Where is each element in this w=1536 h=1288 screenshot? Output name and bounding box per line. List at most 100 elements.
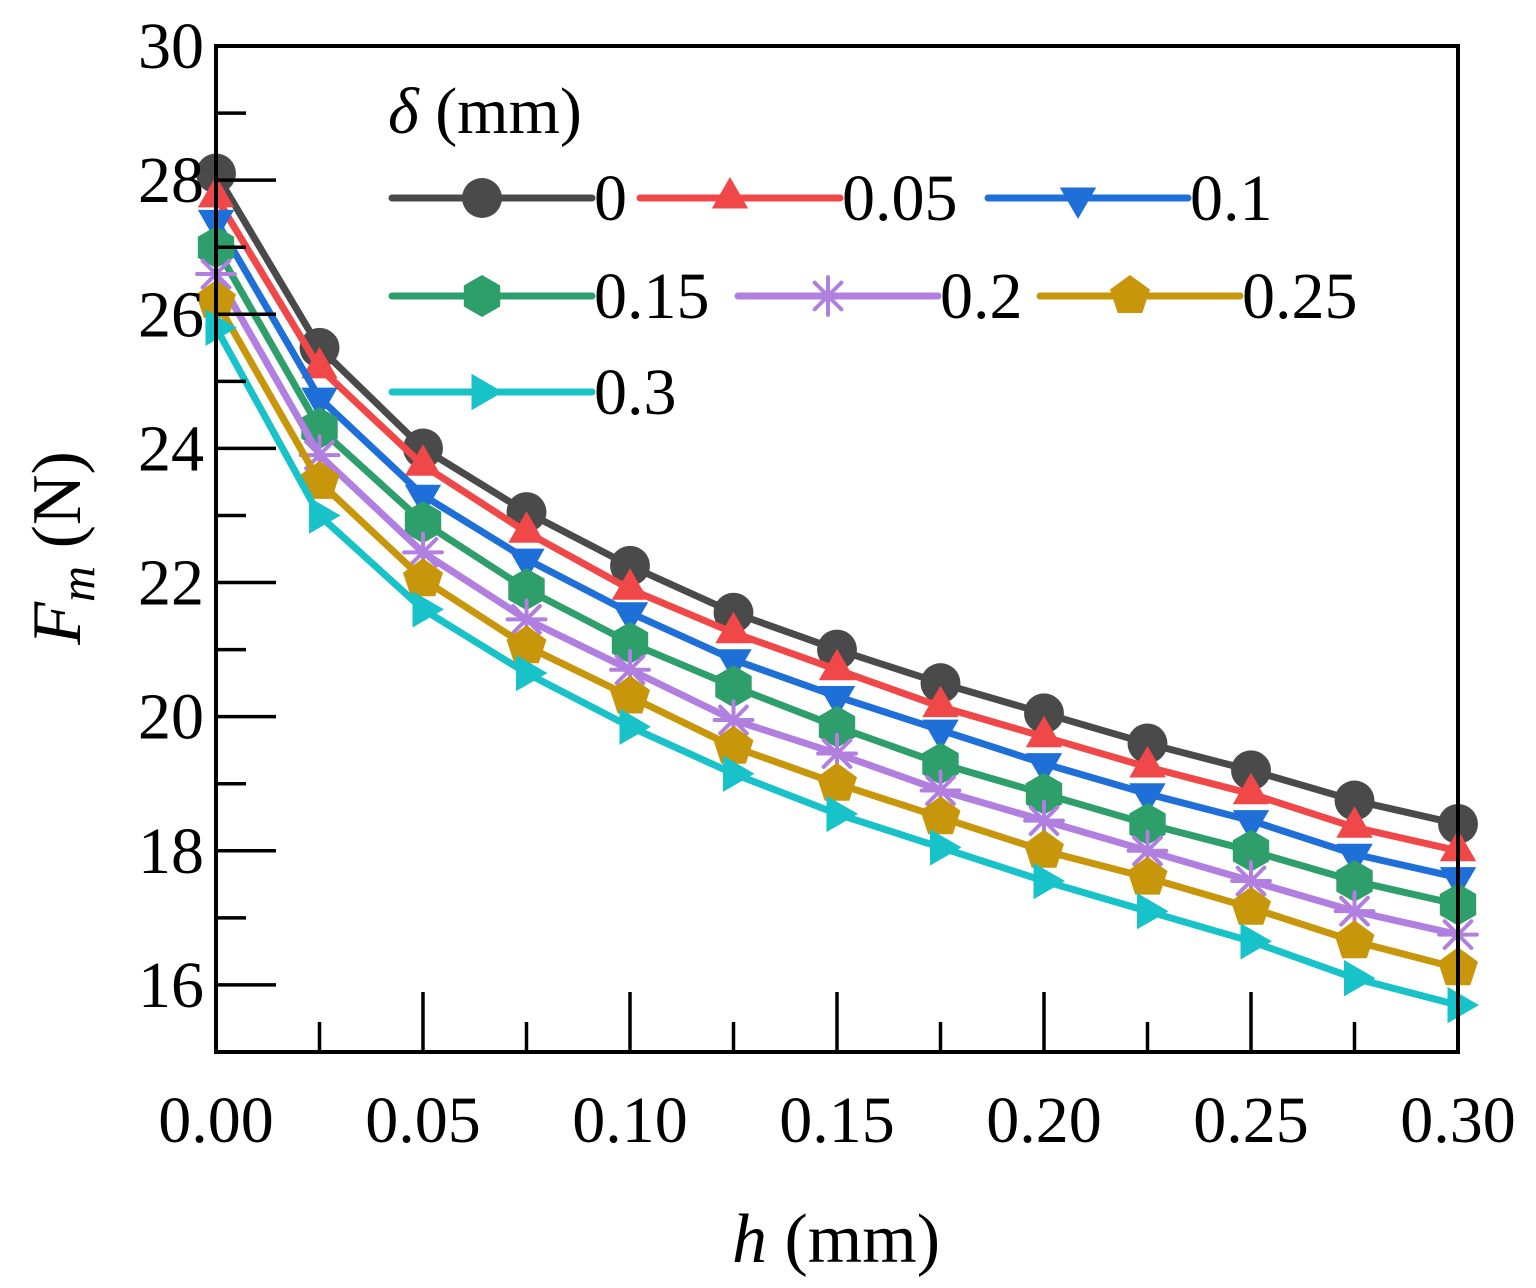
x-tick-label: 0.10 (572, 1084, 688, 1157)
series-0-15-point-shape (1336, 860, 1373, 902)
y-tick-label: 18 (138, 815, 204, 888)
series-0-3-point (412, 591, 444, 628)
series-0-1-point (508, 548, 545, 581)
series-0-15-point (1232, 829, 1270, 872)
series-0-05-point-shape (818, 648, 856, 681)
series-0-15-point-shape (404, 501, 442, 544)
series-0-25-point (1334, 920, 1375, 959)
series-0-25-point (713, 725, 754, 764)
series-0-25-point-shape (299, 460, 340, 499)
series-0-point (1334, 780, 1375, 821)
series-0-1-point (611, 602, 649, 634)
y-tick-label: 28 (138, 144, 204, 217)
series-0-3-point (1240, 923, 1272, 960)
series-0-3-point-shape (1033, 862, 1065, 900)
series-0-15-point (715, 665, 752, 708)
legend-marker-shape (463, 275, 501, 317)
series-0-05-point-shape (1025, 715, 1063, 748)
legend-marker (463, 275, 501, 317)
legend-title: δ (mm) (388, 75, 582, 148)
series-0-15 (197, 226, 1477, 926)
x-axis: 0.00 0.05 0.10 0.15 0.20 0.25 0.30 (158, 992, 1516, 1157)
series-0-15-point-shape (1232, 829, 1270, 872)
series-0-3-point (723, 755, 755, 792)
legend-marker (471, 373, 503, 411)
series-0-3-point (619, 708, 651, 745)
series-0-05-point (818, 648, 856, 681)
series-0-25-point-shape (1127, 856, 1168, 895)
x-axis-title: h (mm) (732, 1201, 940, 1278)
x-tick-label: 0.05 (365, 1084, 481, 1157)
series-0-1-point-shape (922, 719, 959, 752)
series-0-15-point-shape (1025, 772, 1063, 815)
series-0-05-point-shape (715, 611, 752, 644)
x-tick-label: 0.20 (986, 1084, 1102, 1157)
series-0-point-shape (1334, 780, 1375, 821)
series-0-05-point-shape (1129, 746, 1166, 778)
series-0-3-point-shape (1240, 923, 1272, 960)
legend-marker-shape (462, 178, 502, 218)
series-0-3-point-shape (412, 591, 444, 628)
series-0-25 (196, 279, 1478, 986)
series-0-05-point (1129, 746, 1166, 778)
series-0-2-line (212, 270, 1462, 939)
legend-label: 0.25 (1242, 260, 1358, 333)
legend-marker-shape (471, 373, 503, 411)
legend-marker (1059, 187, 1097, 219)
series-0-25-point-shape (920, 796, 961, 835)
series-0-25-point-shape (713, 725, 754, 764)
legend-item: 0 (388, 162, 627, 235)
y-tick-label: 30 (138, 10, 204, 83)
series-0-25-point-shape (1024, 829, 1064, 868)
series-0-1-point-shape (611, 602, 649, 634)
legend-marker (711, 177, 749, 209)
series-0-15-point-shape (508, 568, 545, 611)
series-0-15-point (1025, 772, 1063, 815)
series-0-05-point (611, 568, 649, 600)
x-tick-label: 0.25 (1193, 1084, 1309, 1157)
y-axis-title: Fm (N) (19, 451, 105, 646)
y-axis-unit: (N) (19, 451, 96, 566)
series-0-1-point-shape (508, 548, 545, 581)
legend-title-variable: δ (388, 75, 420, 148)
series-0-3-point-shape (826, 795, 858, 833)
series-0-05-point-shape (1336, 806, 1373, 838)
series-0-point-shape (1231, 750, 1271, 791)
series-0-25-point (1024, 829, 1064, 868)
legend-marker-shape (711, 177, 749, 209)
series-0-25-point-shape (610, 675, 650, 714)
series-0-15-point (818, 705, 856, 748)
legend-marker (1110, 275, 1150, 313)
series-0-25-point-shape (1334, 920, 1375, 959)
series-0-05-point-shape (611, 568, 649, 600)
legend-marker-shape (1110, 275, 1150, 313)
legend-title-unit: (mm) (419, 75, 582, 148)
series-0-3-point (1033, 862, 1065, 900)
series-0-15-point (922, 742, 959, 785)
series-0-2-point-stroke (511, 604, 542, 635)
series-0-25-point-shape (506, 625, 547, 664)
series-0-05-point-shape (404, 444, 442, 476)
legend-item: 0.3 (388, 356, 677, 429)
series-0-3-point-shape (1137, 893, 1169, 930)
series-0-3-point-shape (930, 829, 962, 866)
series-0-3-point-shape (205, 309, 237, 346)
x-tick-label: 0.00 (158, 1084, 274, 1157)
legend-label: 0.05 (842, 162, 958, 235)
series-0-point (1024, 693, 1064, 734)
series-0-25-point (817, 762, 857, 801)
series-0-05-point (922, 685, 959, 718)
series-0-1-point (1336, 843, 1373, 876)
series-0-3-point-shape (516, 654, 548, 692)
series-0-25-point (299, 460, 340, 499)
series-0-2-point-stroke (925, 775, 956, 806)
legend-label: 0.15 (594, 260, 710, 333)
series-0-3-point-shape (723, 755, 755, 792)
series-0-05-point-shape (301, 346, 338, 379)
series-0-1-point-shape (404, 484, 442, 517)
series-0-1-point-shape (818, 686, 856, 718)
legend-label: 0 (594, 162, 627, 235)
series-0-1-point (715, 649, 752, 681)
y-axis: 16 18 20 22 24 26 28 30 (138, 10, 276, 1054)
